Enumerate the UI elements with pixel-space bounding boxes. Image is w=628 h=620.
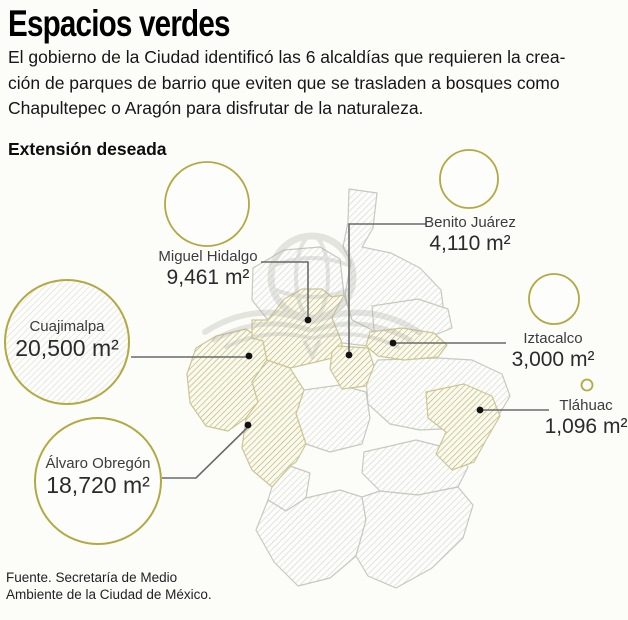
bubble-benito-juarez bbox=[439, 149, 499, 209]
bubble-iztacalco bbox=[528, 273, 580, 325]
dot-cuajimalpa bbox=[245, 352, 253, 360]
bubble-cuajimalpa bbox=[4, 279, 130, 405]
callout-name: Cuajimalpa bbox=[29, 318, 105, 335]
dot-alvaro-obregon bbox=[244, 421, 252, 429]
map-region-benito-juarez bbox=[329, 345, 375, 390]
dot-miguel-hidalgo bbox=[304, 316, 312, 324]
section-title: Extensión deseada bbox=[8, 139, 167, 159]
callout-dots bbox=[244, 316, 484, 429]
callout-value: 20,500 m² bbox=[15, 335, 119, 361]
intro-line-3: Chapultepec o Aragón para disfrutar de l… bbox=[8, 98, 424, 118]
bubble-alvaro-obregon bbox=[34, 417, 162, 545]
callout-name: Benito Juárez bbox=[424, 214, 516, 231]
connector-alvaro-obregon bbox=[162, 426, 249, 479]
map-region-tlalpan bbox=[255, 489, 367, 587]
map-region-tlahuac bbox=[425, 383, 501, 471]
callout-miguel-hidalgo: Miguel Hidalgo 9,461 m² bbox=[158, 248, 257, 289]
source-line-1: Fuente. Secretaría de Medio bbox=[6, 570, 178, 585]
intro-paragraph: El gobierno de la Ciudad identificó las … bbox=[8, 45, 565, 122]
size-bubbles bbox=[4, 149, 594, 545]
page-title: Espacios verdes bbox=[8, 3, 230, 44]
source-line-2: Ambiente de la Ciudad de México. bbox=[6, 586, 212, 602]
callout-benito-juarez: Benito Juárez 4,110 m² bbox=[424, 214, 516, 255]
intro-line-1: El gobierno de la Ciudad identificó las … bbox=[8, 47, 566, 67]
bubble-tlahuac bbox=[580, 378, 594, 392]
map-region-miguel-hidalgo bbox=[251, 288, 345, 369]
callout-value: 4,110 m² bbox=[429, 232, 511, 255]
bubble-miguel-hidalgo bbox=[164, 161, 250, 247]
dot-benito-juarez bbox=[345, 351, 353, 359]
map-region-iztacalco bbox=[365, 327, 448, 361]
connector-miguel-hidalgo bbox=[261, 261, 309, 318]
map-region-milpa-alta bbox=[355, 486, 474, 589]
callout-iztacalco: Iztacalco 3,000 m² bbox=[512, 330, 595, 371]
callout-name: Álvaro Obregón bbox=[45, 455, 151, 472]
callout-connectors bbox=[131, 223, 549, 479]
callout-value: 9,461 m² bbox=[166, 266, 250, 289]
callout-name: Tláhuac bbox=[559, 397, 613, 414]
callout-alvaro-obregon: Álvaro Obregón 18,720 m² bbox=[45, 455, 150, 498]
map-region-coyoacan bbox=[295, 384, 371, 453]
dot-tlahuac bbox=[476, 406, 484, 414]
callout-value: 1,096 m² bbox=[544, 415, 628, 438]
callout-tlahuac: Tláhuac 1,096 m² bbox=[545, 397, 628, 438]
callout-name: Iztacalco bbox=[523, 330, 583, 347]
callout-value: 18,720 m² bbox=[46, 472, 150, 498]
callout-cuajimalpa: Cuajimalpa 20,500 m² bbox=[15, 318, 119, 361]
dot-iztacalco bbox=[389, 339, 397, 347]
connector-benito-juarez bbox=[348, 223, 426, 352]
intro-line-2: ción de parques de barrio que eviten que… bbox=[8, 72, 560, 93]
source-credit: Fuente. Secretaría de Medio Ambiente de … bbox=[6, 570, 212, 603]
callout-value: 3,000 m² bbox=[511, 348, 595, 371]
callout-name: Miguel Hidalgo bbox=[158, 248, 258, 265]
